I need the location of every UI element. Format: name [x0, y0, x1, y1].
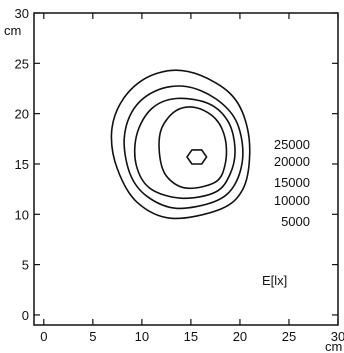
level-label: 20000 [274, 154, 310, 169]
y-tick-label: 0 [22, 308, 29, 323]
x-tick-label: 25 [282, 329, 296, 344]
level-label: 25000 [274, 137, 310, 152]
x-tick-label: 15 [184, 329, 198, 344]
y-tick-label: 20 [15, 107, 29, 122]
y-tick-label: 10 [15, 207, 29, 222]
y-tick-label: 5 [22, 258, 29, 273]
contour-line-10000 [123, 85, 244, 210]
plot-frame [33, 12, 339, 326]
y-tick-label: 25 [15, 56, 29, 71]
contour-line-5000 [110, 69, 251, 220]
x-tick-label: 20 [233, 329, 247, 344]
level-label: 15000 [274, 175, 310, 190]
y-tick-label: 30 [15, 6, 29, 21]
x-tick-label: 5 [89, 329, 96, 344]
x-tick-label: 10 [135, 329, 149, 344]
contour-line-15000 [133, 97, 236, 200]
y-axis-unit: cm [4, 23, 21, 38]
y-axis-ticks: 0 5 10 15 20 25 30 [15, 6, 338, 323]
x-tick-label: 0 [40, 329, 47, 344]
y-tick-label: 15 [15, 157, 29, 172]
contour-line-25000 [186, 149, 208, 165]
x-axis-ticks: 0 5 10 15 20 25 30 [40, 13, 344, 344]
unit-annotation: E[lx] [262, 273, 287, 288]
contour-lines [110, 69, 251, 220]
x-tick-label: 30 [331, 329, 344, 344]
level-label: 10000 [274, 193, 310, 208]
level-label: 5000 [281, 214, 310, 229]
contour-line-20000 [158, 106, 228, 190]
level-legend: 25000 20000 15000 10000 5000 [274, 137, 310, 229]
x-axis-unit: cm [325, 339, 342, 353]
